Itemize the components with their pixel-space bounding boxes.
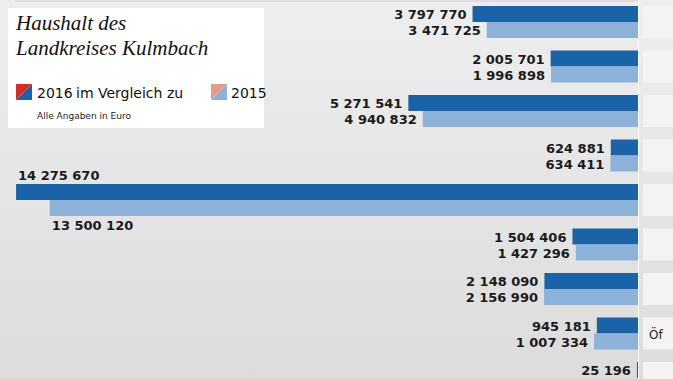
- bar: [50, 200, 638, 216]
- data-label: 1 007 334: [516, 335, 588, 350]
- legend: Haushalt desLandkreises Kulmbach 2016im V…: [8, 8, 267, 128]
- legend-connector: im Vergleich zu: [76, 85, 183, 101]
- category-cell: [643, 362, 673, 379]
- data-label: 1 504 406: [494, 230, 566, 245]
- bar: [551, 51, 638, 67]
- category-cell: [643, 140, 673, 172]
- category-cell: [643, 184, 673, 216]
- legend-box: [8, 8, 264, 128]
- bar: [408, 95, 638, 111]
- baseline: [638, 0, 639, 379]
- data-label: 1 427 296: [497, 246, 569, 261]
- category-cell: [643, 229, 673, 261]
- category-cell: [643, 6, 673, 38]
- data-label: 25 196: [581, 363, 631, 378]
- bar: [551, 67, 638, 83]
- data-label: 14 275 670: [18, 168, 99, 183]
- category-cell: [643, 273, 673, 305]
- data-label: 2 005 701: [472, 52, 544, 67]
- x-axis: [15, 1, 638, 2]
- category-cell: [643, 95, 673, 127]
- legend-swatch: [211, 84, 227, 100]
- legend-swatch: [16, 84, 32, 100]
- data-label: 3 797 770: [394, 7, 466, 22]
- category-cell: [643, 51, 673, 83]
- bar: [473, 6, 638, 22]
- data-label: 5 271 541: [330, 96, 402, 111]
- data-label: 3 471 725: [408, 23, 480, 38]
- data-label: 624 881: [546, 141, 605, 156]
- legend-swatch: [16, 84, 32, 100]
- bar: [597, 318, 638, 334]
- bar: [16, 184, 638, 200]
- data-label: 4 940 832: [344, 112, 416, 127]
- data-label: 2 156 990: [466, 290, 538, 305]
- data-label: 2 148 090: [466, 274, 538, 289]
- legend-label: 2015: [231, 85, 267, 101]
- data-label: 13 500 120: [52, 218, 133, 233]
- legend-swatch: [211, 84, 227, 100]
- category-cell: [643, 318, 673, 350]
- chart: Öf 3 797 770 2 005 701 5 271 541 624 881 14 2…: [0, 0, 673, 379]
- subtitle: Alle Angaben in Euro: [37, 111, 131, 121]
- bar: [423, 111, 638, 127]
- background: [0, 0, 673, 379]
- bar: [487, 22, 638, 38]
- data-label: 634 411: [546, 157, 605, 172]
- bar: [576, 245, 638, 261]
- bar: [637, 362, 638, 378]
- data-label: 1 996 898: [473, 68, 545, 83]
- data-label: 945 181: [532, 319, 591, 334]
- title: Haushalt desLandkreises Kulmbach: [15, 11, 208, 60]
- bar: [544, 289, 638, 305]
- bar: [611, 140, 638, 156]
- category-label: Öf: [649, 326, 663, 342]
- bar: [544, 273, 638, 289]
- bar: [594, 334, 638, 350]
- bar: [572, 229, 638, 245]
- legend-label: 2016: [37, 85, 73, 101]
- bar: [610, 156, 638, 172]
